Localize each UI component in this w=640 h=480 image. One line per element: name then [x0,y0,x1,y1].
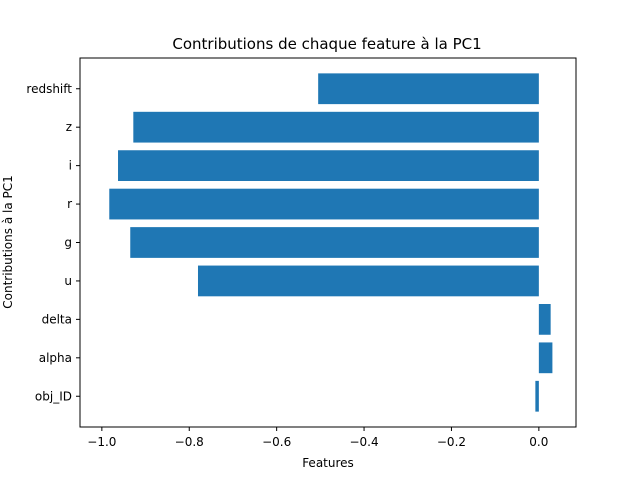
x-axis-label: Features [302,456,354,470]
bar-r [109,188,539,220]
x-axis-ticks: −1.0 −0.8 −0.6 −0.4 −0.2 0.0 [87,427,548,449]
bar-alpha [538,342,553,374]
x-tick-label: −0.4 [349,435,378,449]
bar-i [118,150,539,181]
y-tick-label: obj_ID [35,389,72,403]
bar-g [130,227,539,258]
x-tick-label: −0.2 [437,435,466,449]
y-tick-label: i [69,159,72,173]
y-axis-ticks: obj_ID alpha delta u g r i z redshift [26,82,80,403]
y-tick-label: z [66,120,72,134]
bar-obj-id [535,380,539,412]
x-tick-label: −0.8 [175,435,204,449]
y-tick-label: r [67,197,72,211]
x-tick-label: 0.0 [529,435,548,449]
bar-z [133,111,539,143]
bar-u [197,265,539,297]
bars-group [109,73,553,412]
y-tick-label: redshift [26,82,72,96]
y-tick-label: delta [42,312,72,326]
x-tick-label: −1.0 [87,435,116,449]
chart-title: Contributions de chaque feature à la PC1 [172,35,481,53]
y-tick-label: g [64,236,72,250]
y-tick-label: u [64,274,72,288]
x-tick-label: −0.6 [262,435,291,449]
y-tick-label: alpha [39,351,72,365]
bar-delta [538,304,551,335]
bar-redshift [318,73,539,105]
y-axis-label: Contributions à la PC1 [1,175,15,309]
